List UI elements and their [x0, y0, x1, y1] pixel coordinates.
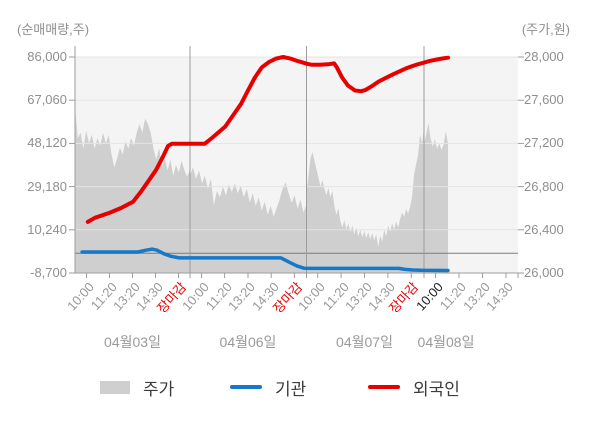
date-label: 04월07일	[336, 334, 393, 350]
right-axis-tick-label: 26,400	[524, 221, 564, 237]
date-label: 04월08일	[417, 334, 475, 350]
legend-item-foreign: 외국인	[368, 374, 460, 400]
price-area-swatch	[100, 380, 130, 394]
left-axis-tick-label: 10,240	[27, 221, 67, 237]
legend-label: 주가	[143, 379, 175, 399]
legend-label: 기관	[275, 379, 307, 399]
right-axis-tick-label: 27,600	[524, 92, 564, 108]
left-axis-tick-label: 29,180	[27, 178, 67, 194]
left-axis-tick-label: -8,700	[30, 265, 67, 280]
left-axis-tick-label: 67,060	[27, 92, 67, 108]
legend-item-price: 주가	[100, 374, 174, 400]
left-axis-tick-label: 86,000	[27, 49, 67, 64]
legend-label: 외국인	[413, 379, 460, 399]
foreign-line-swatch	[368, 385, 400, 389]
price-area-series	[75, 107, 449, 273]
right-axis-tick-label: 27,200	[524, 135, 564, 151]
left-axis-title: (순매매량,주)	[17, 22, 90, 37]
right-axis-title: (주가,원)	[521, 22, 570, 37]
left-axis-tick-label: 48,120	[27, 135, 67, 151]
date-label: 04월03일	[104, 334, 161, 350]
right-axis-tick-label: 26,000	[524, 265, 564, 280]
right-axis-tick-label: 26,800	[524, 178, 564, 194]
chart-legend: 주가 기관 외국인	[0, 374, 600, 400]
legend-item-institution: 기관	[230, 374, 306, 400]
institution-line-swatch	[230, 385, 262, 389]
date-label: 04월06일	[219, 334, 277, 350]
right-axis-tick-label: 28,000	[524, 49, 564, 64]
